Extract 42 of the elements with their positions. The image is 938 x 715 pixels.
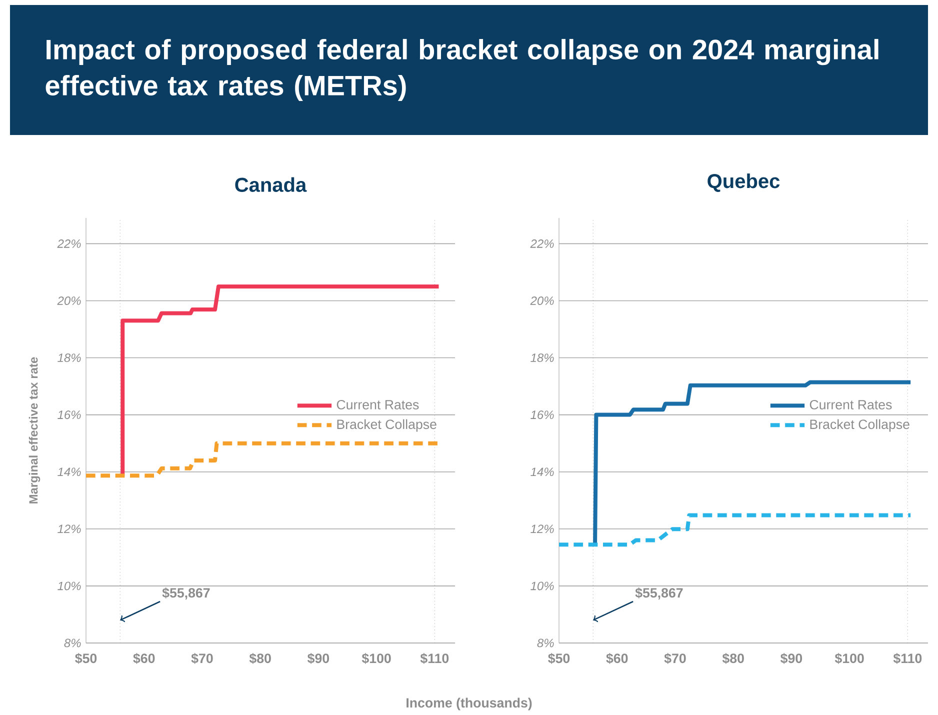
x-tick-label: $80 <box>249 653 271 664</box>
annotation: $55,867 <box>162 588 210 600</box>
y-tick-label: 20% <box>530 296 554 305</box>
x-tick-label: $110 <box>893 653 922 664</box>
x-tick-label: $100 <box>362 653 391 664</box>
y-tick-label: 18% <box>58 354 81 362</box>
chart-subtitle: Canada <box>235 177 307 192</box>
x-tick-label: $100 <box>834 653 864 664</box>
y-tick-label: 12% <box>530 524 554 534</box>
legend-label: Bracket Collapse <box>810 419 910 432</box>
y-tick-label: 22% <box>57 239 81 248</box>
chart-subtitle: Quebec <box>708 174 780 192</box>
annotation: $55,867 <box>635 588 683 600</box>
legend-label: Bracket Collapse <box>337 419 436 432</box>
x-tick-label: $80 <box>722 653 744 664</box>
x-tick-label: $70 <box>664 653 686 664</box>
y-tick-label: 14% <box>58 468 81 476</box>
y-tick-label: 8% <box>537 638 554 648</box>
legend-label: Current Rates <box>336 400 419 410</box>
line-series <box>557 513 913 547</box>
x-tick-label: $50 <box>75 653 97 664</box>
x-tick-label: $60 <box>606 653 628 664</box>
y-tick-label: 8% <box>64 638 81 648</box>
x-tick-label: $60 <box>133 653 155 664</box>
legend-label: Current Rates <box>810 400 892 410</box>
y-tick-label: 22% <box>530 239 554 248</box>
x-tick-label: $90 <box>780 653 802 664</box>
y-tick-label: 16% <box>58 410 81 420</box>
x-axis-title: Income (thousands) <box>406 698 532 710</box>
y-tick-label: 16% <box>530 410 554 420</box>
y-tick-label: 14% <box>530 468 554 476</box>
y-tick-label: 10% <box>530 582 554 590</box>
x-tick-label: $50 <box>548 653 570 664</box>
chart-title: Impact of proposed federal bracket collapse on 2024 marginal effective tax rates (METRs) <box>46 38 878 102</box>
y-tick-label: 12% <box>58 524 81 534</box>
x-tick-label: $90 <box>307 653 330 664</box>
y-axis-title: Marginal effective tax rate <box>28 357 40 504</box>
y-tick-label: 18% <box>530 354 554 362</box>
x-tick-label: $110 <box>420 653 449 664</box>
y-tick-label: 20% <box>57 296 81 305</box>
x-tick-label: $70 <box>191 653 213 664</box>
y-tick-label: 10% <box>58 582 81 590</box>
